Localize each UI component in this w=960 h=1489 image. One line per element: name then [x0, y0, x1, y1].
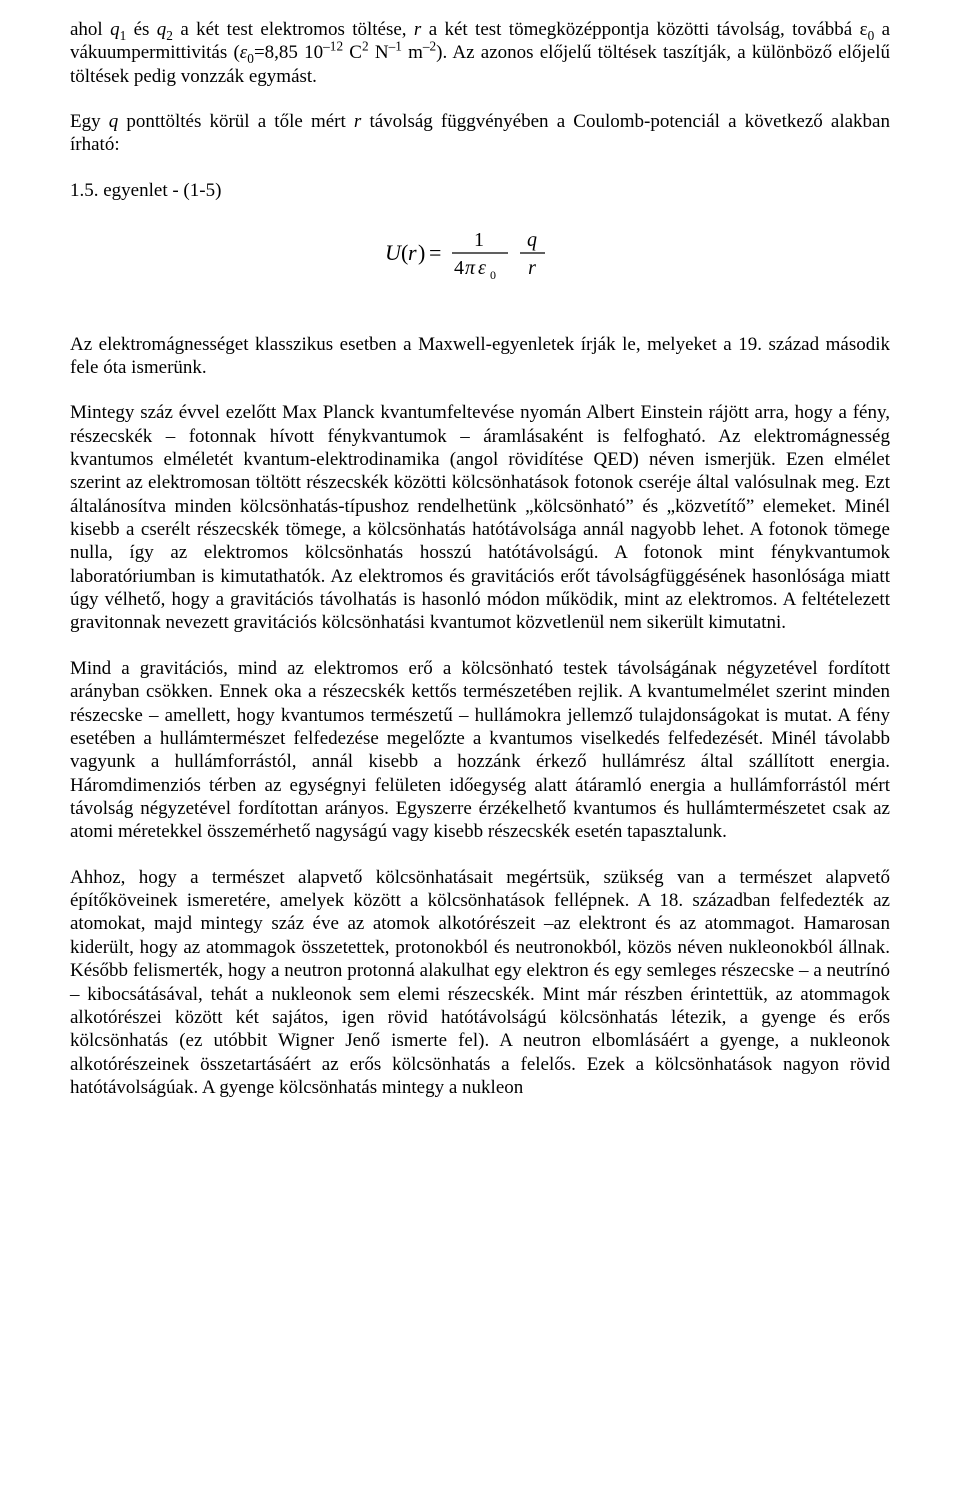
paragraph-1: ahol q1 és q2 a két test elektromos tölt…: [70, 18, 890, 88]
paragraph-6: Ahhoz, hogy a természet alapvető kölcsön…: [70, 866, 890, 1100]
svg-text:π: π: [465, 257, 476, 279]
svg-text:q: q: [527, 229, 537, 251]
paragraph-2: Egy q ponttöltés körül a tőle mért r táv…: [70, 110, 890, 157]
svg-text:): ): [418, 240, 425, 265]
svg-text:1: 1: [474, 229, 484, 251]
svg-text:=: =: [429, 240, 441, 265]
paragraph-5: Mind a gravitációs, mind az elektromos e…: [70, 657, 890, 844]
svg-text:r: r: [528, 257, 536, 279]
paragraph-4: Mintegy száz évvel ezelőtt Max Planck kv…: [70, 401, 890, 635]
equation-coulomb-potential: U ( r ) = 1 4 π ε 0 q r: [70, 224, 890, 288]
equation-label: 1.5. egyenlet - (1-5): [70, 179, 890, 202]
paragraph-3: Az elektromágnességet klasszikus esetben…: [70, 333, 890, 380]
svg-text:ε: ε: [478, 257, 486, 279]
document-page: ahol q1 és q2 a két test elektromos tölt…: [0, 0, 960, 1489]
svg-text:0: 0: [490, 268, 496, 282]
svg-text:r: r: [408, 240, 417, 265]
svg-text:4: 4: [454, 257, 464, 279]
